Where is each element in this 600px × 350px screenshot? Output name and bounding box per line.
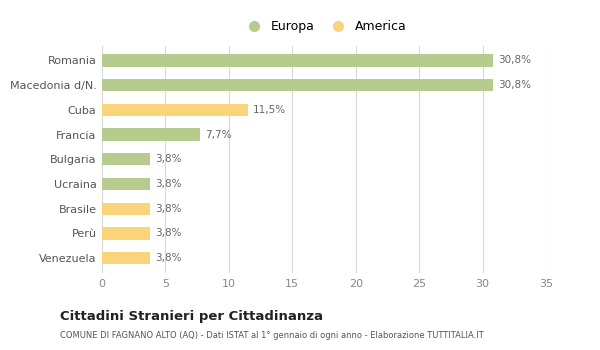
Bar	[102, 128, 200, 141]
Bar	[102, 227, 150, 240]
Text: 30,8%: 30,8%	[498, 55, 531, 65]
Bar	[102, 153, 150, 166]
Bar	[102, 79, 493, 91]
Bar	[102, 178, 150, 190]
Bar	[102, 54, 493, 66]
Text: COMUNE DI FAGNANO ALTO (AQ) - Dati ISTAT al 1° gennaio di ogni anno - Elaborazio: COMUNE DI FAGNANO ALTO (AQ) - Dati ISTAT…	[60, 331, 484, 340]
Text: 3,8%: 3,8%	[155, 253, 182, 263]
Text: 30,8%: 30,8%	[498, 80, 531, 90]
Legend: Europa, America: Europa, America	[236, 15, 412, 38]
Text: 3,8%: 3,8%	[155, 204, 182, 214]
Text: 3,8%: 3,8%	[155, 229, 182, 238]
Bar	[102, 252, 150, 264]
Bar	[102, 203, 150, 215]
Text: 7,7%: 7,7%	[205, 130, 231, 140]
Text: Cittadini Stranieri per Cittadinanza: Cittadini Stranieri per Cittadinanza	[60, 310, 323, 323]
Text: 3,8%: 3,8%	[155, 154, 182, 164]
Text: 11,5%: 11,5%	[253, 105, 286, 115]
Text: 3,8%: 3,8%	[155, 179, 182, 189]
Bar	[102, 104, 248, 116]
